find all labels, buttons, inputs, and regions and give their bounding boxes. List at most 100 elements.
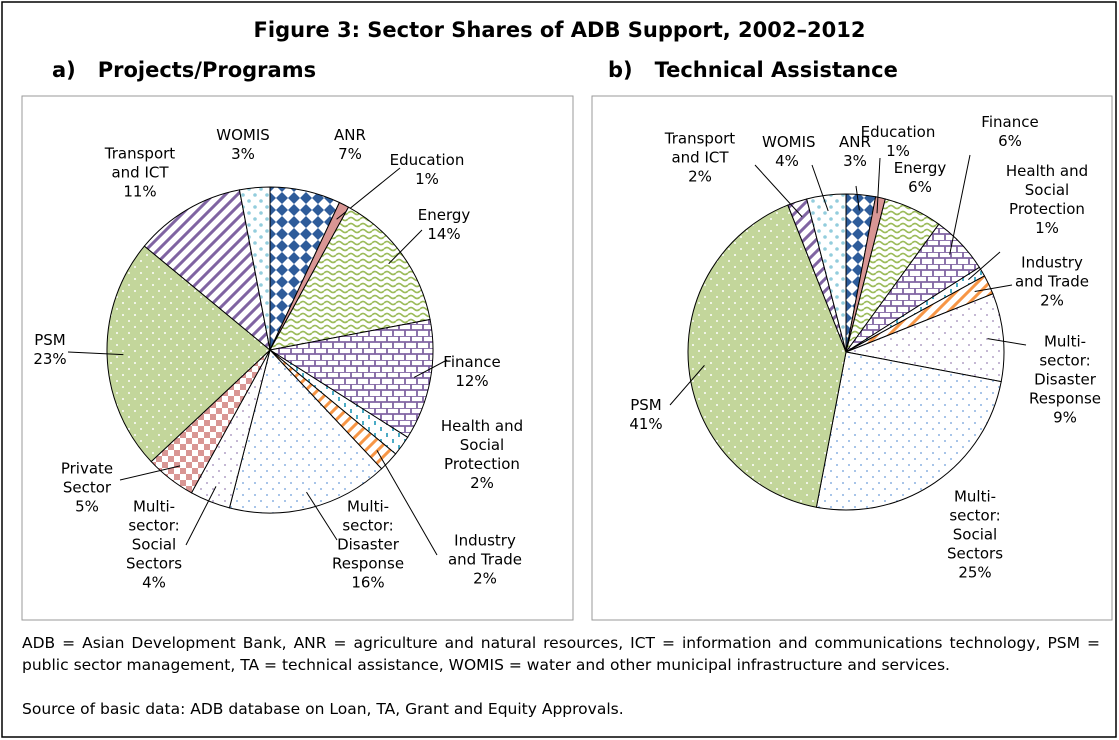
value-label: 3% xyxy=(231,145,255,163)
data-label: Multi-sector: Social Sectors 4% xyxy=(119,498,189,593)
data-label: Education 1% xyxy=(853,123,943,161)
panel-title: a) Projects/Programs xyxy=(52,58,317,82)
category-label: Multi-sector: Disaster Response xyxy=(1028,332,1102,408)
leader-line xyxy=(376,450,438,556)
value-label: 4% xyxy=(775,152,799,170)
value-label: 1% xyxy=(886,142,910,160)
category-label: PSM xyxy=(34,331,66,349)
data-label: WOMIS 3% xyxy=(213,126,273,164)
value-label: 41% xyxy=(629,415,663,433)
value-label: 5% xyxy=(75,497,99,516)
pie-slice xyxy=(815,351,1002,511)
data-label: ANR 7% xyxy=(320,126,380,164)
category-label: Health and Social Protection xyxy=(1005,162,1089,218)
pie-slice xyxy=(106,245,271,463)
data-label: Energy 14% xyxy=(404,206,484,244)
leader-line xyxy=(974,284,1013,292)
category-label: WOMIS xyxy=(216,126,270,144)
value-label: 2% xyxy=(688,167,712,186)
data-label: Transport and ICT 11% xyxy=(98,145,183,202)
leader-line xyxy=(754,164,803,218)
category-label: Energy xyxy=(893,159,947,177)
data-label: PSM 23% xyxy=(20,331,80,369)
value-label: 6% xyxy=(908,178,932,196)
note: Source of basic data: ADB database on Lo… xyxy=(22,700,624,718)
panel-title: b) Technical Assistance xyxy=(608,58,898,82)
leader-line xyxy=(185,486,217,546)
data-label: Finance 6% xyxy=(975,113,1045,151)
data-label: Education 1% xyxy=(382,151,472,189)
pie-slice xyxy=(806,193,847,353)
data-label: Multi-sector: Social Sectors 25% xyxy=(940,488,1010,583)
value-label: 6% xyxy=(998,132,1022,150)
panel-frame xyxy=(21,95,574,621)
leader-line xyxy=(987,338,1027,346)
value-label: 14% xyxy=(427,225,461,243)
leader-line xyxy=(306,491,338,541)
value-label: 9% xyxy=(1053,408,1077,427)
pie-slice xyxy=(687,204,847,508)
leader-line xyxy=(413,359,448,378)
data-label: Industry and Trade 2% xyxy=(440,532,530,589)
value-label: 4% xyxy=(142,573,166,592)
value-label: 25% xyxy=(958,563,992,582)
value-label: 3% xyxy=(843,152,867,170)
category-label: Transport and ICT xyxy=(104,144,176,182)
category-label: Transport and ICT xyxy=(664,129,736,167)
value-label: 23% xyxy=(33,350,67,368)
category-label: Multi-sector: Disaster Response xyxy=(332,497,405,573)
category-label: Finance xyxy=(981,113,1039,131)
data-label: Industry and Trade 2% xyxy=(1007,254,1097,311)
pie-slice xyxy=(844,293,1005,383)
data-label: Multi-sector: Disaster Response 16% xyxy=(332,498,404,593)
category-label: Energy xyxy=(417,206,471,224)
leader-line xyxy=(388,229,423,265)
data-label: Private Sector 5% xyxy=(52,460,122,517)
category-label: Multi-sector: Social Sectors xyxy=(946,487,1004,563)
category-label: ANR xyxy=(334,126,366,144)
pie-slice xyxy=(268,318,434,439)
category-label: Finance xyxy=(443,353,501,371)
leader-line xyxy=(855,185,860,211)
data-label: Finance 12% xyxy=(432,353,512,391)
category-label: Multi-sector: Social Sectors xyxy=(125,497,183,573)
pie-slice xyxy=(143,189,271,352)
value-label: 7% xyxy=(338,145,362,163)
chart-title: Figure 3: Sector Shares of ADB Support, … xyxy=(253,18,866,42)
category-label: Education xyxy=(860,123,936,141)
category-label: Private Sector xyxy=(60,459,114,497)
leader-line xyxy=(669,365,705,406)
leader-line xyxy=(811,164,829,212)
value-label: 2% xyxy=(1040,291,1064,310)
data-label: Health and Social Protection 1% xyxy=(997,162,1097,238)
category-label: ANR xyxy=(839,133,871,151)
data-label: Health and Social Protection 2% xyxy=(432,417,532,493)
data-label: Transport and ICT 2% xyxy=(655,130,745,187)
leader-line xyxy=(67,351,124,356)
value-label: 2% xyxy=(470,474,494,492)
value-label: 11% xyxy=(123,182,157,201)
category-label: Industry and Trade xyxy=(447,531,523,569)
data-label: Multi-sector: Disaster Response 9% xyxy=(1025,333,1105,428)
leader-line xyxy=(119,465,181,481)
leader-line xyxy=(968,251,1001,280)
leader-line xyxy=(949,154,971,255)
data-label: WOMIS 4% xyxy=(762,133,816,171)
pie-slice xyxy=(269,206,431,351)
pie-slice xyxy=(238,186,271,351)
value-label: 12% xyxy=(455,372,489,390)
category-label: PSM xyxy=(630,396,662,414)
value-label: 16% xyxy=(351,573,385,592)
data-label: ANR 3% xyxy=(830,133,880,171)
value-label: 1% xyxy=(415,170,439,188)
value-label: 2% xyxy=(473,569,497,588)
category-label: Health and Social Protection xyxy=(440,417,524,473)
category-label: Education xyxy=(389,151,465,169)
data-label: Energy 6% xyxy=(890,159,950,197)
pie-slice xyxy=(228,348,383,514)
value-label: 1% xyxy=(1035,219,1059,237)
leader-line xyxy=(876,157,881,214)
